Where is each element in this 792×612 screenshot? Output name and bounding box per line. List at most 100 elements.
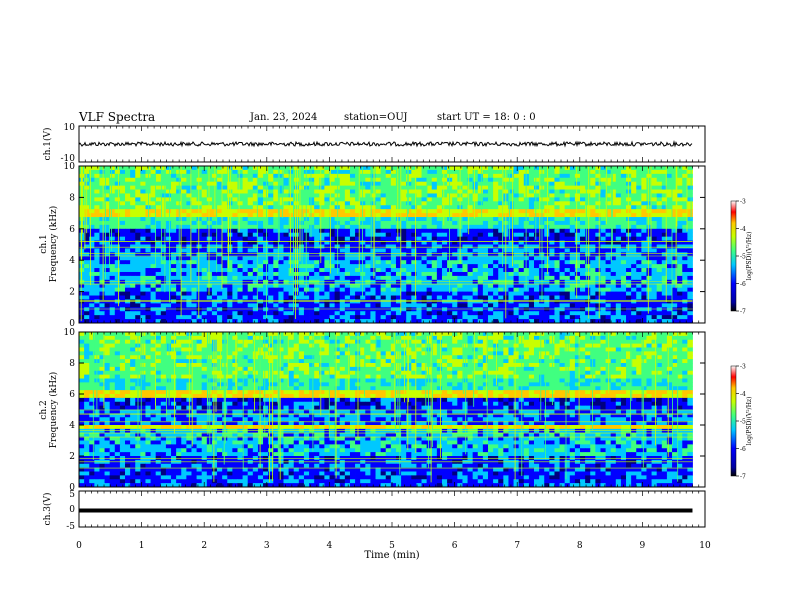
spectrogram-cell <box>672 181 678 187</box>
spectrogram-cell <box>89 240 95 245</box>
spectrogram-cell <box>636 166 642 171</box>
spectrogram-cell <box>365 205 371 210</box>
spectrogram-cell <box>395 244 402 249</box>
spectrogram-cell <box>360 228 366 234</box>
spectrogram-cell <box>528 283 535 289</box>
spectrogram-cell <box>493 268 499 273</box>
spectrogram-cell <box>89 220 95 226</box>
spectrogram-cell <box>375 260 382 265</box>
spectrogram-cell <box>283 189 289 194</box>
spectrogram-cell <box>339 279 346 285</box>
spectrogram-cell <box>544 197 550 202</box>
spectrogram-cell <box>518 260 525 265</box>
spectrogram-cell <box>94 279 100 285</box>
spectrogram-cell <box>610 220 617 226</box>
spectrogram-cell <box>682 217 688 222</box>
spectrogram-cell <box>472 181 479 187</box>
spectrogram-cell <box>109 197 116 202</box>
spectrogram-cell <box>487 177 494 183</box>
spectrogram-cell <box>411 244 417 249</box>
spectrogram-cell <box>564 213 571 218</box>
spectrogram-cell <box>165 169 172 175</box>
spectrogram-cell <box>672 248 678 253</box>
spectrogram-cell <box>585 248 591 253</box>
spectrogram-cell <box>559 173 566 179</box>
spectrogram-cell <box>595 166 601 171</box>
spectrogram-cell <box>252 193 259 198</box>
spectrogram-cell <box>559 279 566 285</box>
spectrogram-cell <box>682 228 688 234</box>
spectrogram-cell <box>201 220 208 226</box>
spectrogram-cell <box>334 311 341 316</box>
spectrogram-cell <box>472 236 479 241</box>
spectrogram-cell <box>431 264 438 269</box>
spectrogram-cell <box>672 177 678 183</box>
spectrogram-cell <box>104 185 111 190</box>
spectrogram-cell <box>375 169 382 175</box>
spectrogram-cell <box>109 287 116 293</box>
spectrogram-cell <box>222 213 228 218</box>
spectrogram-cell <box>355 201 361 206</box>
spectrogram-cell <box>646 283 652 289</box>
spectrogram-cell <box>421 217 428 222</box>
spectrogram-cell <box>165 217 172 222</box>
spectrogram-cell <box>99 287 105 293</box>
spectrogram-cell <box>687 185 693 190</box>
spectrogram-cell <box>677 209 683 214</box>
spectrogram-cell <box>104 315 111 320</box>
spectrogram-cell <box>319 166 325 171</box>
spectrogram-cell <box>416 311 422 316</box>
spectrogram-cell <box>298 244 305 249</box>
spectrogram-cell <box>549 319 555 324</box>
spectrogram-cell <box>339 311 346 316</box>
spectrogram-cell <box>181 217 187 222</box>
spectrogram-cell <box>283 244 289 249</box>
spectrogram-cell <box>196 260 203 265</box>
spectrogram-cell <box>196 201 203 206</box>
spectrogram-cell <box>549 311 555 316</box>
spectrogram-cell <box>508 256 514 261</box>
spectrogram-cell <box>666 260 673 265</box>
spectrogram-cell <box>155 252 162 257</box>
spectrogram-cell <box>222 181 228 187</box>
spectrogram-cell <box>324 240 330 245</box>
spectrogram-cell <box>181 283 187 289</box>
spectrogram-cell <box>610 193 617 198</box>
spectrogram-cell <box>406 295 412 300</box>
spectrogram-cell <box>580 173 586 179</box>
ch2-spectrogram-heatmap <box>79 332 705 488</box>
spectrogram-cell <box>431 220 438 226</box>
spectrogram-cell <box>355 264 361 269</box>
spectrogram-cell <box>160 303 167 308</box>
spectrogram-cell <box>590 173 596 179</box>
spectrogram-cell <box>247 319 254 324</box>
spectrogram-cell <box>462 319 468 324</box>
spectrogram-cell <box>605 177 612 183</box>
spectrogram-cell <box>176 291 182 296</box>
spectrogram-cell <box>487 240 494 245</box>
spectrogram-cell <box>298 283 305 289</box>
spectrogram-cell <box>257 271 264 277</box>
spectrogram-cell <box>401 166 407 171</box>
spectrogram-cell <box>677 197 683 202</box>
spectrogram-cell <box>518 311 525 316</box>
spectrogram-cell <box>365 236 371 241</box>
spectrogram-cell <box>242 332 249 337</box>
spectrogram-cell <box>237 260 243 265</box>
spectrogram-cell <box>176 307 182 312</box>
spectrogram-cell <box>344 271 351 277</box>
spectrogram-cell <box>426 248 433 253</box>
spectrogram-cell <box>641 193 647 198</box>
spectrogram-cell <box>355 287 361 293</box>
spectrogram-cell <box>365 213 371 218</box>
spectrogram-cell <box>324 201 330 206</box>
spectrogram-cell <box>314 248 320 253</box>
spectrogram-cell <box>523 185 530 190</box>
spectrogram-cell <box>564 303 571 308</box>
spectrogram-cell <box>406 283 412 289</box>
spectrogram-cell <box>181 197 187 202</box>
spectrogram-cell <box>626 295 632 300</box>
spectrogram-cell <box>242 303 249 308</box>
spectrogram-cell <box>196 220 203 226</box>
spectrogram-cell <box>344 228 351 234</box>
